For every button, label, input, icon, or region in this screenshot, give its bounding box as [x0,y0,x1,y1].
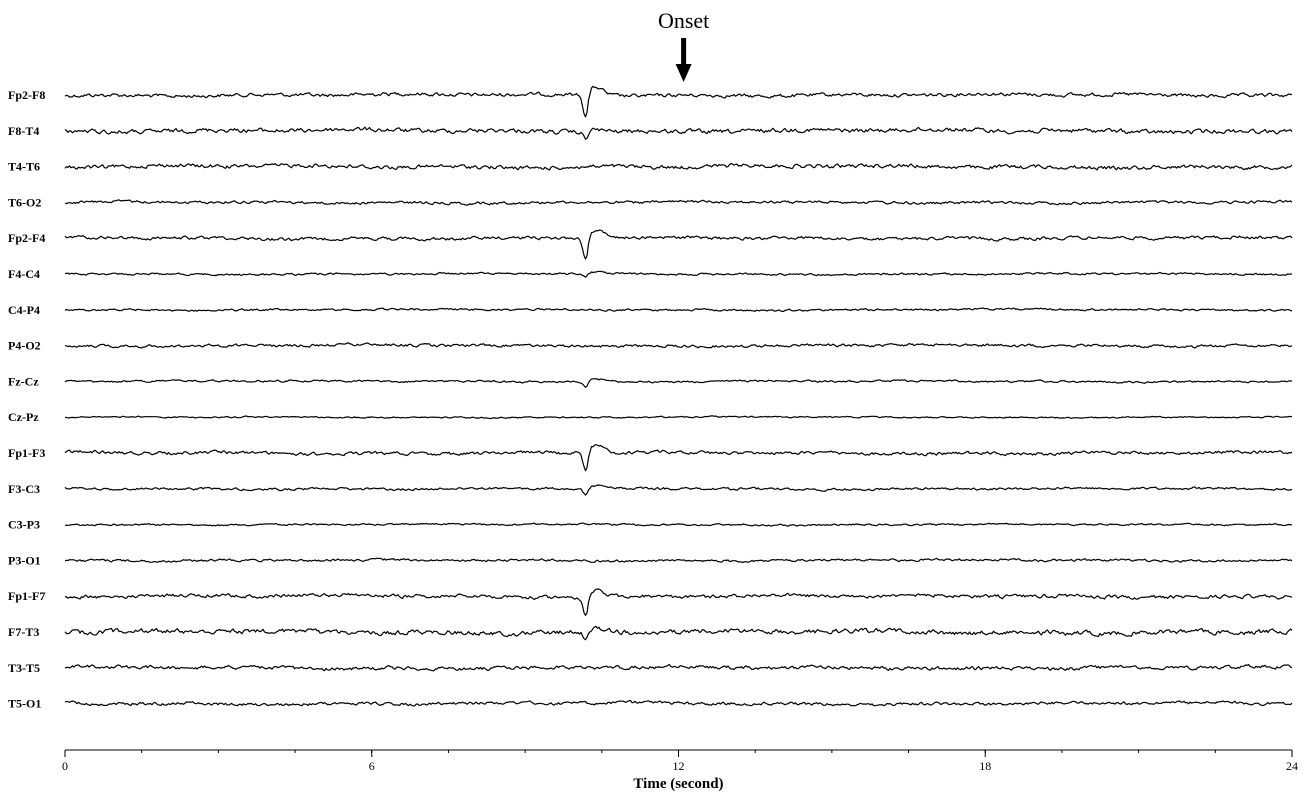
channel-label: Fp1-F3 [8,446,45,460]
channel-trace [64,377,1293,388]
channel-label: P3-O1 [8,553,41,567]
x-tick-label: 0 [62,759,68,773]
channel-trace [64,522,1293,527]
channel-label: T3-T5 [8,661,40,675]
channel-label: Cz-Pz [8,410,39,424]
channel-trace [65,270,1293,278]
onset-annotation: Onset [658,8,709,82]
channel-trace [64,663,1293,672]
channel-trace [64,625,1293,641]
channel-traces [64,85,1293,707]
channel-labels: Fp2-F8 F8-T4 T4-T6 T6-O2 Fp2-F4 F4-C4 C4-P4 P4-… [8,88,45,711]
x-axis: 0 6 12 18 24 [62,749,1298,773]
channel-trace [64,85,1293,118]
channel-trace [64,484,1293,496]
x-tick-label: 18 [979,759,991,773]
channel-label: F4-C4 [8,267,40,281]
channel-label: T6-O2 [8,195,41,209]
channel-label: Fp2-F8 [8,88,45,102]
channel-label: T5-O1 [8,697,41,711]
channel-label: C3-P3 [8,518,40,532]
x-axis-title: Time (second) [633,776,723,792]
channel-label: Fp1-F7 [8,589,45,603]
channel-trace [64,699,1293,707]
x-tick-label: 6 [369,759,375,773]
channel-label: F8-T4 [8,124,39,138]
channel-trace [64,163,1293,171]
onset-arrow-shaft [681,38,687,66]
channel-trace [64,342,1293,349]
channel-trace [64,415,1293,420]
channel-label: Fz-Cz [8,374,39,388]
channel-label: F7-T3 [8,625,39,639]
x-tick-label: 24 [1286,759,1298,773]
channel-label: T4-T6 [8,160,40,174]
channel-trace [64,444,1293,472]
channel-trace [64,588,1293,616]
channel-label: C4-P4 [8,303,40,317]
channel-trace [64,557,1293,564]
channel-label: P4-O2 [8,339,41,353]
channel-trace [64,126,1293,140]
onset-label: Onset [658,8,709,33]
channel-trace [64,199,1293,206]
x-tick-label: 12 [673,759,685,773]
channel-trace [64,307,1293,312]
channel-label: F3-C3 [8,482,40,496]
channel-trace [64,229,1293,260]
onset-arrow-head [675,64,692,82]
channel-label: Fp2-F4 [8,231,45,245]
